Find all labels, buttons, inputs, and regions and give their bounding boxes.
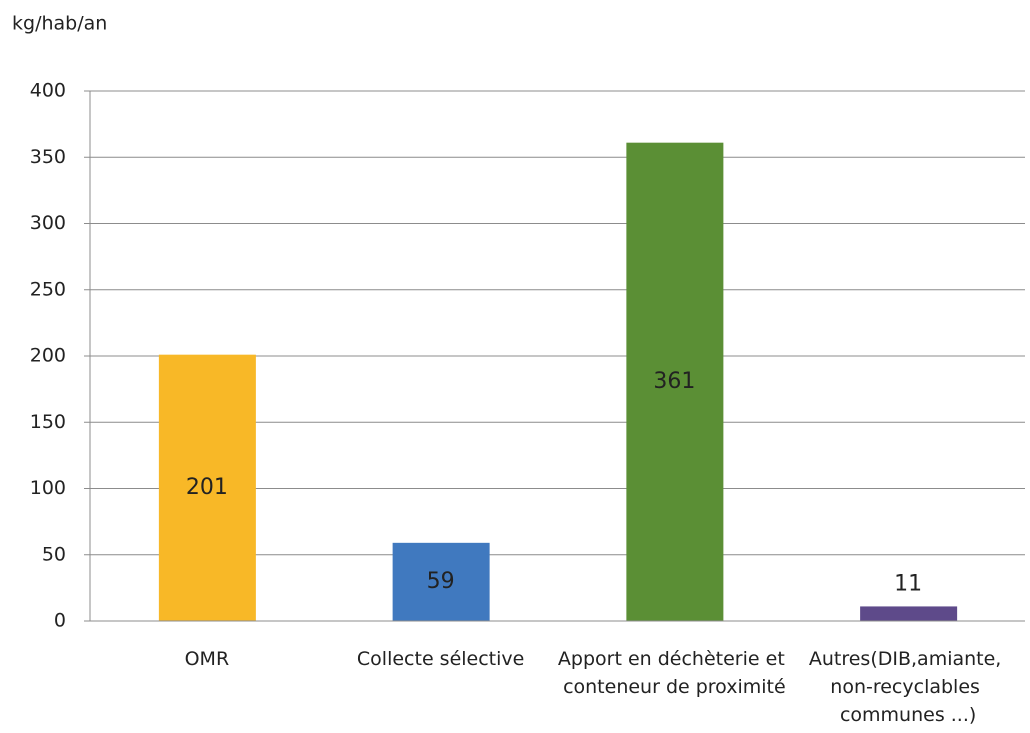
x-tick-label: OMR <box>185 648 230 670</box>
y-axis-label: kg/hab/an <box>12 13 107 35</box>
x-tick-label: Autres(DIB,amiante, non-recyclables comm… <box>809 648 1008 726</box>
value-label: 361 <box>653 369 695 394</box>
y-tick-label: 150 <box>30 411 66 433</box>
y-tick-label: 50 <box>42 543 66 565</box>
y-tick-label: 250 <box>30 278 66 300</box>
x-tick-label: Collecte sélective <box>357 648 524 670</box>
bar <box>860 606 958 621</box>
value-label: 11 <box>894 571 922 596</box>
value-label: 201 <box>186 475 228 500</box>
bar <box>392 542 490 621</box>
y-tick-label: 100 <box>30 477 66 499</box>
y-tick-label: 400 <box>30 80 66 102</box>
y-tick-label: 350 <box>30 146 66 168</box>
x-tick-label: Apport en déchèterie et conteneur de pro… <box>558 648 791 698</box>
bar <box>158 354 256 621</box>
y-tick-label: 200 <box>30 345 66 367</box>
y-tick-label: 0 <box>54 610 66 632</box>
bar <box>626 142 724 622</box>
value-label: 59 <box>427 569 455 594</box>
y-tick-label: 300 <box>30 212 66 234</box>
